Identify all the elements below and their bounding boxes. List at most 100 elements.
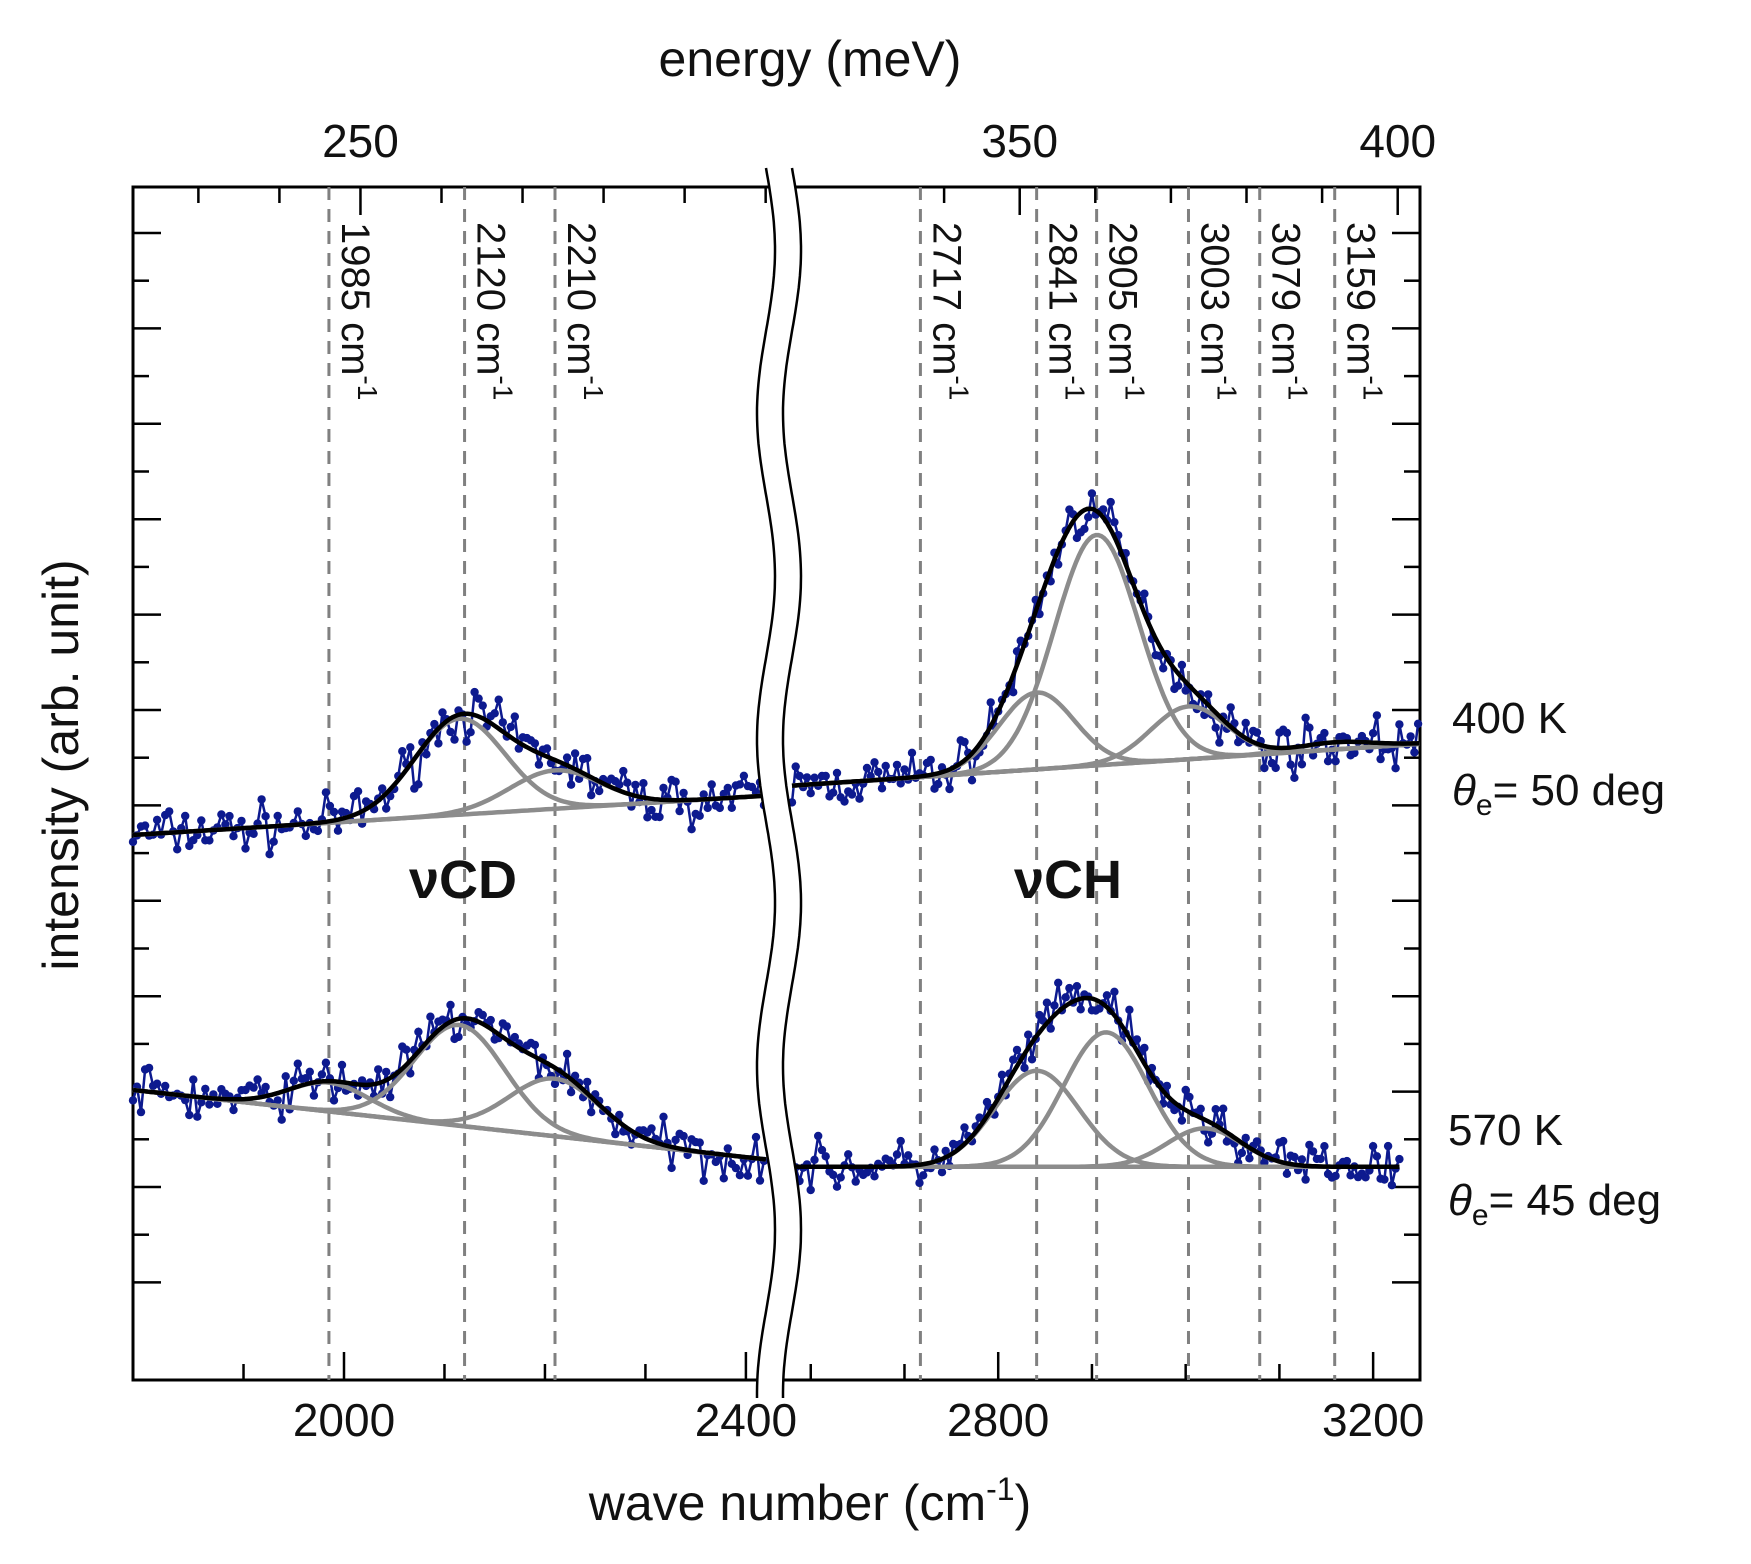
data-point [671, 777, 680, 786]
data-point [1023, 1030, 1033, 1039]
peak-label-sup: -1 [578, 375, 609, 400]
data-point [1320, 728, 1329, 738]
data-point [703, 803, 712, 813]
data-point [941, 1146, 950, 1156]
series-400k-angle-sub: e [1476, 789, 1493, 822]
data-point [498, 718, 507, 727]
data-point [470, 687, 479, 697]
data-point [1395, 1154, 1404, 1164]
data-point [814, 1131, 823, 1141]
data-point [353, 787, 363, 796]
data-point [301, 1074, 310, 1083]
data-point [249, 829, 258, 838]
data-point [791, 762, 800, 771]
data-point [1106, 497, 1115, 507]
data-point [855, 794, 864, 803]
data-point [205, 836, 214, 845]
bottom-axis-title: wave number (cm-1) [588, 1471, 1031, 1531]
data-point [695, 1138, 704, 1147]
data-point [817, 1145, 827, 1155]
series-400k-angle: θe= 50 deg [1452, 766, 1665, 822]
data-point [152, 815, 162, 825]
series-570k-angle-text: = 45 deg [1489, 1176, 1662, 1225]
data-point [870, 1172, 879, 1181]
data-point [896, 779, 905, 788]
data-point [659, 1112, 668, 1122]
data-point [530, 1040, 540, 1050]
data-point [1282, 728, 1292, 738]
data-point [265, 850, 274, 859]
data-point [1279, 1136, 1288, 1146]
data-point [997, 1070, 1007, 1080]
data-point [967, 776, 977, 785]
data-point [309, 1091, 319, 1100]
peak-label-sup: -1 [943, 375, 974, 400]
data-point [446, 1000, 455, 1010]
data-point [1237, 1148, 1247, 1158]
data-point [321, 788, 331, 797]
data-point [1065, 983, 1074, 993]
data-point [165, 807, 174, 816]
series-570k-angle-symbol: θ [1448, 1176, 1472, 1225]
top-tick-label-350: 350 [981, 115, 1058, 167]
data-point [490, 709, 499, 718]
data-point [249, 1083, 258, 1092]
data-point [1226, 703, 1235, 712]
axis-break [755, 167, 803, 1400]
data-point [1241, 1133, 1250, 1143]
bottom-tick-label-3200: 3200 [1322, 1394, 1424, 1446]
data-point [695, 811, 704, 820]
top-axis-title: energy (meV) [659, 31, 962, 87]
data-point [152, 1079, 162, 1088]
data-point [731, 1163, 741, 1173]
data-point [293, 807, 302, 816]
data-point [1290, 1152, 1299, 1162]
data-point [321, 1058, 331, 1067]
data-point [874, 767, 883, 777]
data-point [193, 1112, 202, 1121]
data-point [892, 1150, 902, 1159]
data-point [426, 1012, 435, 1021]
data-point [836, 1173, 845, 1182]
data-point [1320, 1142, 1329, 1151]
data-point [281, 1072, 290, 1081]
data-point [1110, 987, 1119, 996]
data-point [329, 807, 339, 817]
data-point [892, 760, 902, 770]
peak-label-2905: 2905 cm-1 [1101, 222, 1151, 400]
data-point [466, 728, 475, 737]
data-point [514, 744, 523, 753]
data-point [751, 1132, 761, 1142]
peak-label-sup: -1 [488, 375, 519, 400]
data-point [269, 837, 278, 846]
data-point [1204, 1138, 1213, 1147]
data-point [619, 766, 628, 776]
bottom-tick-label-2000: 2000 [293, 1394, 395, 1446]
peak-label-1985: 1985 cm-1 [333, 222, 383, 400]
data-point [201, 1084, 210, 1094]
data-point [197, 816, 206, 825]
series-570k-angle: θe= 45 deg [1448, 1176, 1661, 1232]
data-point [810, 1155, 819, 1165]
data-point [806, 789, 815, 798]
bottom-tick-label-2400: 2400 [695, 1394, 797, 1446]
data-point [699, 1176, 708, 1186]
series-0 [128, 489, 1423, 859]
spectra [128, 489, 1423, 1195]
data-point [919, 1171, 928, 1180]
data-point [735, 780, 745, 789]
data-point [907, 748, 917, 757]
data-point [221, 820, 230, 829]
data-point [930, 1145, 939, 1154]
data-point [1361, 1173, 1370, 1182]
peak-label-3159: 3159 cm-1 [1339, 222, 1389, 400]
peak-guide-lines [327, 187, 1337, 1380]
data-point [136, 1107, 146, 1117]
data-point [915, 1178, 924, 1188]
data-point [1046, 1024, 1055, 1033]
data-point [896, 1136, 905, 1146]
series-400k-temp: 400 K [1452, 694, 1567, 743]
data-point [595, 786, 604, 796]
peak-label-text: 2120 cm [469, 222, 513, 375]
data-point [337, 1060, 347, 1070]
